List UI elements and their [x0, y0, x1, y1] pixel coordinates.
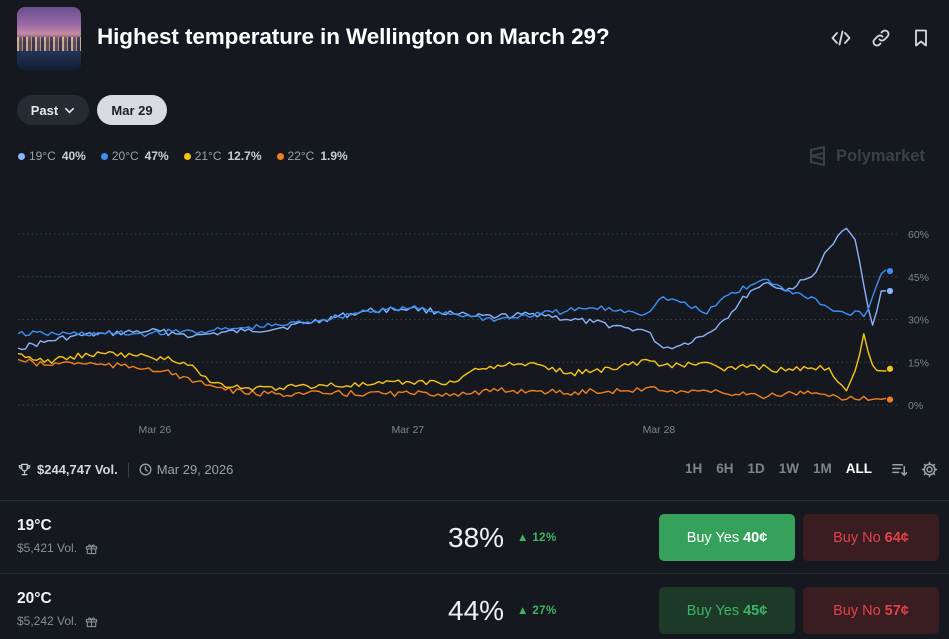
- buy-yes-button[interactable]: Buy Yes 40¢: [659, 514, 795, 561]
- buy-no-price: 64¢: [884, 529, 909, 546]
- chart-legend: 19°C 40% 20°C 47% 21°C 12.7% 22°C 1.9%: [18, 149, 348, 163]
- outcome-name: 19°C: [17, 517, 52, 534]
- y-tick-label: 0%: [908, 400, 923, 412]
- legend-item: 21°C 12.7%: [183, 149, 262, 163]
- polymarket-watermark: Polymarket: [807, 145, 925, 167]
- polymarket-logo-icon: [810, 146, 825, 166]
- sort-filter-icon[interactable]: [891, 461, 908, 478]
- range-1m[interactable]: 1M: [812, 461, 832, 476]
- buy-yes-label: Buy Yes: [686, 529, 740, 546]
- series-line-19c: [17, 227, 891, 351]
- legend-label: 21°C: [194, 149, 222, 163]
- past-dropdown[interactable]: Past: [17, 95, 89, 125]
- legend-item: 22°C 1.9%: [276, 149, 348, 163]
- outcome-probability: 44%: [448, 595, 505, 626]
- buy-no-label: Buy No: [833, 529, 881, 546]
- bookmark-icon[interactable]: [911, 28, 931, 48]
- legend-pct: 47%: [144, 149, 169, 163]
- series-line-20c: [17, 269, 891, 338]
- price-chart[interactable]: 60% 45% 30% 15% 0% Mar 26 Mar 27 Mar 28: [0, 215, 949, 445]
- legend-pct: 40%: [61, 149, 86, 163]
- legend-dot: [18, 152, 25, 160]
- series-endpoint-dot: [885, 266, 895, 276]
- outcome-change-value: 12%: [532, 532, 557, 544]
- buy-no-price: 57¢: [884, 602, 909, 619]
- outcome-volume: $5,421 Vol.: [17, 541, 78, 555]
- range-6h[interactable]: 6H: [716, 461, 734, 476]
- range-1h[interactable]: 1H: [684, 461, 703, 476]
- market-stats: $244,747 Vol. Mar 29, 2026: [18, 462, 233, 477]
- embed-code-icon[interactable]: [831, 28, 851, 48]
- outcome-change-value: 27%: [532, 605, 557, 617]
- date-filter-pill[interactable]: Mar 29: [97, 95, 167, 125]
- trophy-icon: [18, 463, 31, 476]
- legend-item: 19°C 40%: [18, 149, 86, 163]
- x-tick-label: Mar 28: [643, 424, 676, 436]
- x-tick-label: Mar 27: [391, 424, 424, 436]
- market-thumbnail: [17, 7, 81, 71]
- y-tick-label: 45%: [908, 272, 929, 284]
- outcome-probability: 38%: [448, 522, 505, 553]
- outcome-volume-wrap: $5,242 Vol.: [17, 614, 98, 628]
- buy-no-button[interactable]: Buy No 57¢: [803, 587, 939, 634]
- legend-dot: [183, 152, 191, 160]
- y-tick-label: 30%: [908, 315, 929, 327]
- range-1w[interactable]: 1W: [778, 461, 799, 476]
- outcome-volume-wrap: $5,421 Vol.: [17, 541, 98, 555]
- series-endpoint-dot: [885, 395, 895, 404]
- market-title: Highest temperature in Wellington on Mar…: [97, 24, 610, 49]
- past-label: Past: [30, 102, 59, 118]
- y-tick-label: 15%: [908, 357, 929, 369]
- legend-item: 20°C 47%: [100, 149, 169, 163]
- legend-label: 20°C: [111, 149, 139, 163]
- legend-label: 19°C: [29, 149, 56, 163]
- series-endpoint-dot: [885, 364, 895, 373]
- total-volume: $244,747 Vol.: [37, 462, 118, 477]
- buy-yes-price: 40¢: [743, 529, 768, 546]
- legend-dot: [100, 152, 108, 160]
- gift-icon[interactable]: [85, 615, 98, 628]
- y-tick-label: 60%: [908, 229, 929, 241]
- divider: [0, 573, 949, 574]
- legend-label: 22°C: [287, 149, 315, 163]
- buy-yes-price: 45¢: [743, 602, 768, 619]
- buy-yes-label: Buy Yes: [686, 602, 740, 619]
- outcome-change: ▲ 12%: [517, 532, 557, 544]
- outcome-volume: $5,242 Vol.: [17, 614, 78, 628]
- gift-icon[interactable]: [85, 542, 98, 555]
- legend-dot: [276, 152, 284, 160]
- range-all[interactable]: ALL: [845, 461, 872, 476]
- outcome-row-20c[interactable]: 20°C $5,242 Vol. 44% ▲ 27% Buy Yes 45¢ B…: [0, 574, 949, 639]
- settings-gear-icon[interactable]: [921, 461, 938, 478]
- brand-text: Polymarket: [836, 146, 925, 165]
- legend-pct: 12.7%: [227, 149, 262, 163]
- divider: [0, 500, 949, 501]
- link-icon[interactable]: [871, 28, 891, 48]
- legend-pct: 1.9%: [320, 149, 348, 163]
- buy-yes-button[interactable]: Buy Yes 45¢: [659, 587, 795, 634]
- x-tick-label: Mar 26: [139, 424, 172, 436]
- clock-icon: [139, 463, 152, 476]
- series-line-21c: [17, 333, 891, 392]
- series-line-22c: [17, 358, 891, 401]
- outcome-change: ▲ 27%: [517, 605, 557, 617]
- outcome-name: 20°C: [17, 590, 52, 607]
- buy-no-label: Buy No: [833, 602, 881, 619]
- end-date: Mar 29, 2026: [156, 462, 234, 477]
- outcome-row-19c[interactable]: 19°C $5,421 Vol. 38% ▲ 12% Buy Yes 40¢ B…: [0, 501, 949, 573]
- time-range-selector: 1H 6H 1D 1W 1M ALL: [678, 461, 879, 476]
- series-endpoint-dot: [885, 286, 895, 296]
- range-1d[interactable]: 1D: [747, 461, 765, 476]
- buy-no-button[interactable]: Buy No 64¢: [803, 514, 939, 561]
- chevron-down-icon: [65, 107, 75, 114]
